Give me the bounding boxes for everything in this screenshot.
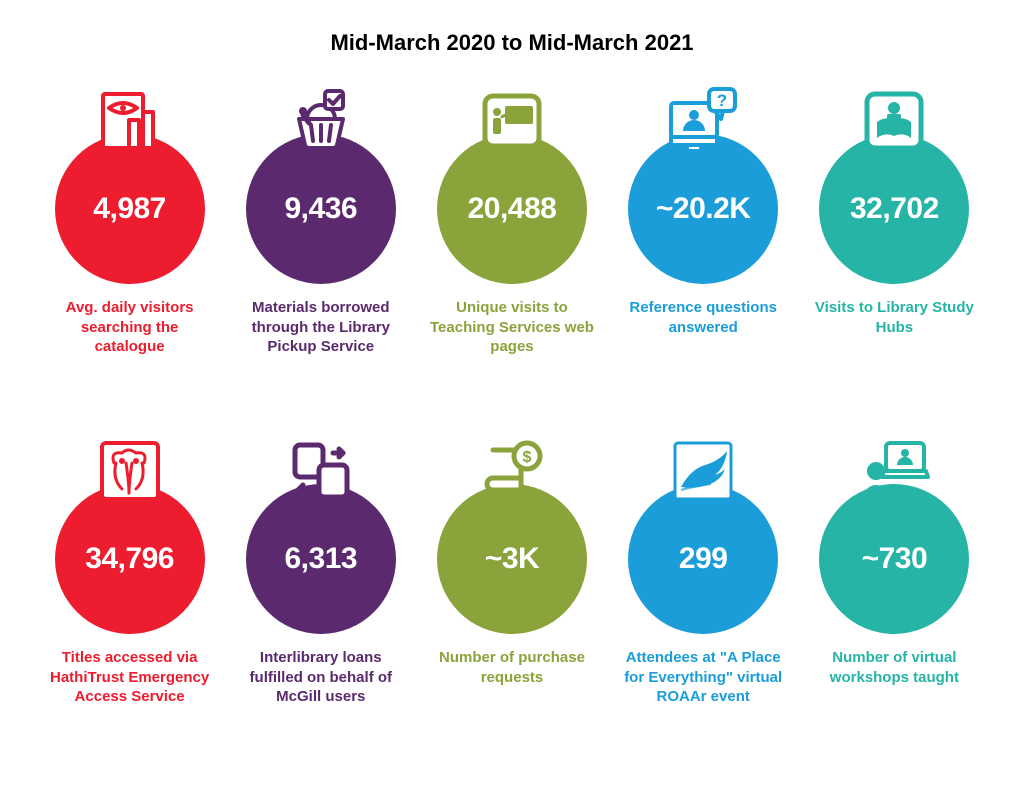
basket-icon [281, 86, 361, 156]
stat-card: 20,488 Unique visits to Teaching Service… [422, 86, 601, 416]
stat-label: Visits to Library Study Hubs [809, 298, 979, 337]
stat-label: Avg. daily visitors searching the catalo… [45, 298, 215, 357]
stat-value: 6,313 [284, 542, 357, 576]
eagle-icon [663, 436, 743, 506]
stat-label: Interlibrary loans fulfilled on behalf o… [236, 648, 406, 707]
stat-value: 9,436 [284, 192, 357, 226]
stat-card: 34,796 Titles accessed via HathiTrust Em… [40, 436, 219, 766]
stat-circle: 4,987 [55, 134, 205, 284]
svg-text:$: $ [523, 449, 532, 466]
stat-circle: 32,702 [819, 134, 969, 284]
stat-circle: 299 [628, 484, 778, 634]
book-dollar-icon: $ [472, 436, 552, 506]
laptop-person-icon [854, 436, 934, 506]
page-title: Mid-March 2020 to Mid-March 2021 [40, 30, 984, 56]
stat-value: ~730 [862, 542, 928, 576]
elephant-icon [90, 436, 170, 506]
stat-circle: ~3K [437, 484, 587, 634]
stat-label: Reference questions answered [618, 298, 788, 337]
catalogue-eye-icon [90, 86, 170, 156]
stat-card: ? ~20.2K Reference questions answered [614, 86, 793, 416]
stat-label: Materials borrowed through the Library P… [236, 298, 406, 357]
stat-value: 4,987 [93, 192, 166, 226]
stat-label: Number of virtual workshops taught [809, 648, 979, 687]
stat-circle: 20,488 [437, 134, 587, 284]
stat-card: ~730 Number of virtual workshops taught [805, 436, 984, 766]
stat-value: 299 [679, 542, 728, 576]
stat-card: 32,702 Visits to Library Study Hubs [805, 86, 984, 416]
stat-card: 9,436 Materials borrowed through the Lib… [231, 86, 410, 416]
stat-card: $ ~3K Number of purchase requests [422, 436, 601, 766]
stat-label: Attendees at "A Place for Everything" vi… [618, 648, 788, 707]
stat-circle: 34,796 [55, 484, 205, 634]
stat-card: 6,313 Interlibrary loans fulfilled on be… [231, 436, 410, 766]
stat-value: 20,488 [468, 192, 557, 226]
stat-value: ~20.2K [656, 192, 751, 226]
stat-label: Number of purchase requests [427, 648, 597, 687]
stat-label: Titles accessed via HathiTrust Emergency… [45, 648, 215, 707]
svg-text:?: ? [717, 91, 727, 110]
reader-icon [854, 86, 934, 156]
stat-label: Unique visits to Teaching Services web p… [427, 298, 597, 357]
monitor-question-icon: ? [663, 86, 743, 156]
stat-card: 4,987 Avg. daily visitors searching the … [40, 86, 219, 416]
stat-card: 299 Attendees at "A Place for Everything… [614, 436, 793, 766]
stat-value: 34,796 [85, 542, 174, 576]
stats-grid: 4,987 Avg. daily visitors searching the … [40, 86, 984, 766]
stat-value: ~3K [485, 542, 539, 576]
teaching-board-icon [472, 86, 552, 156]
swap-books-icon [281, 436, 361, 506]
stat-value: 32,702 [850, 192, 939, 226]
